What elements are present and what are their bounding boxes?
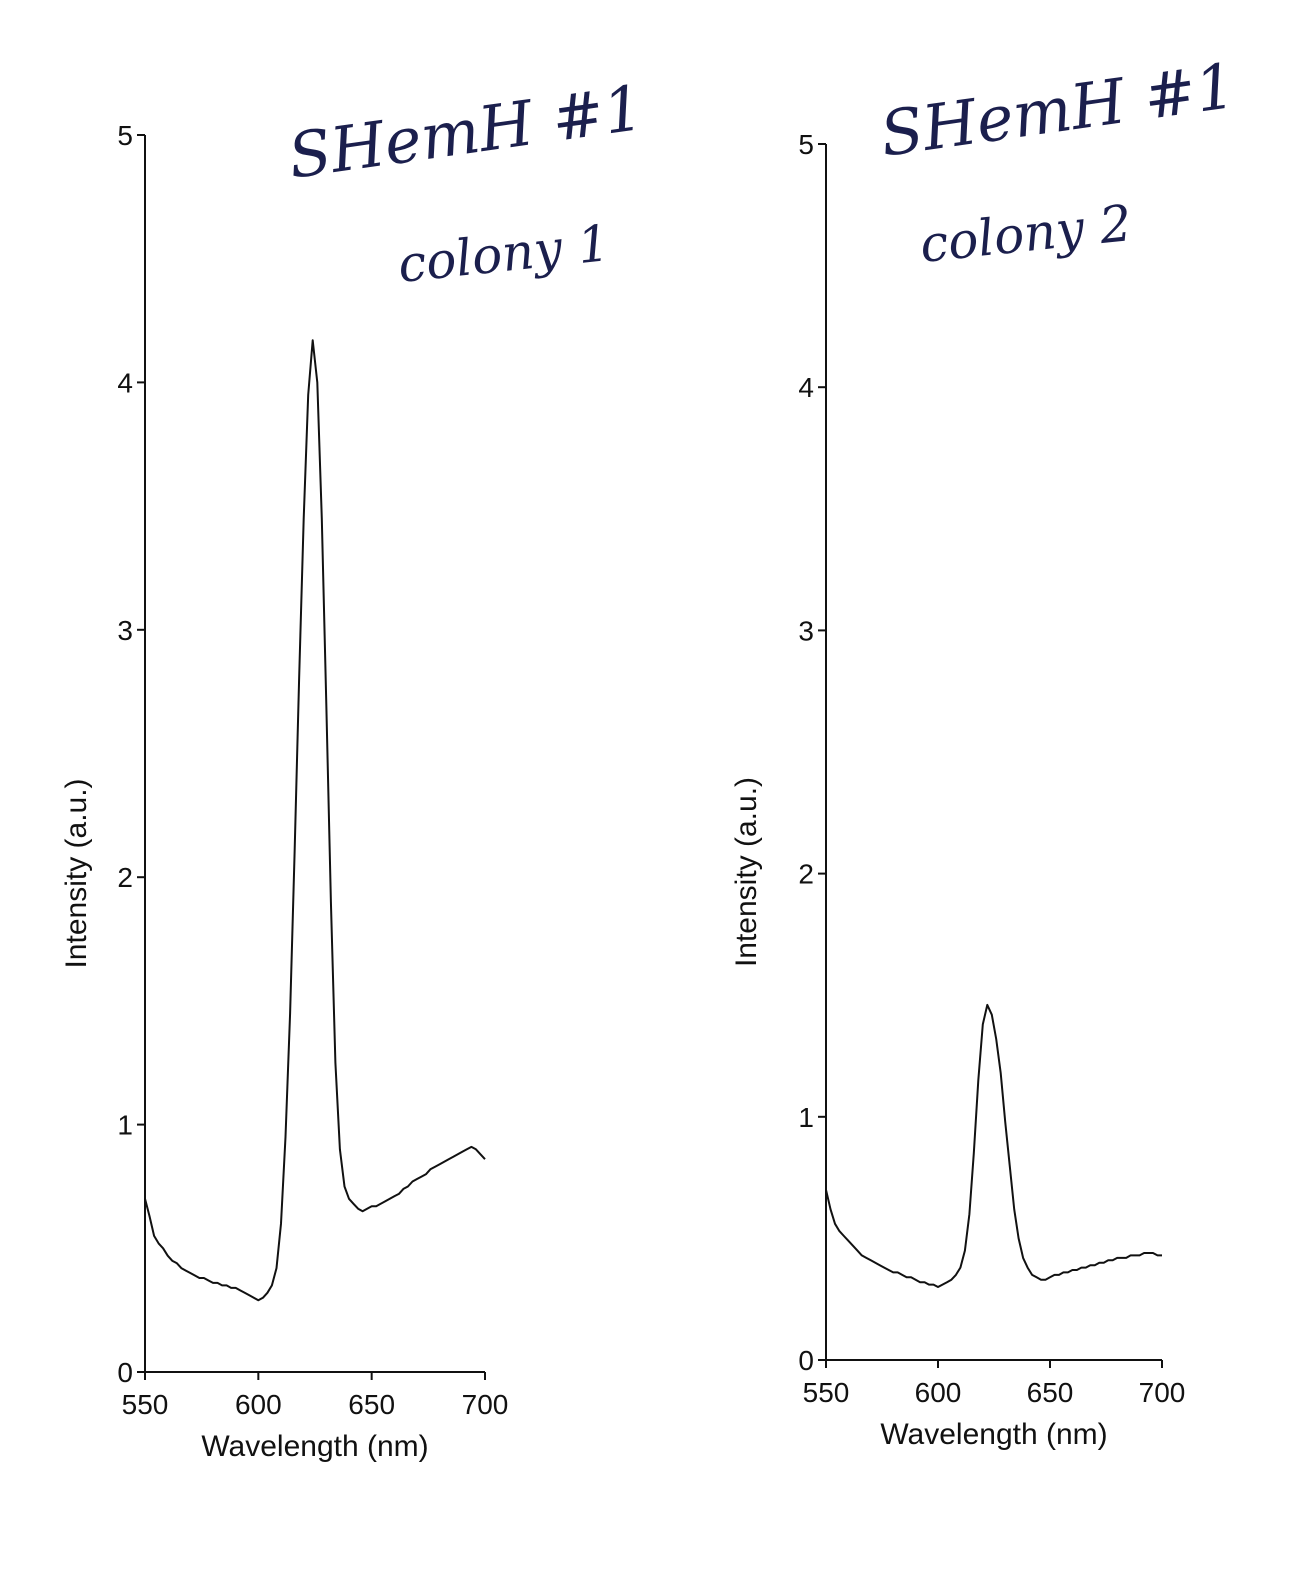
handwritten-title-left: SHemH #1 [284,71,648,193]
y-tick-label: 0 [798,1345,814,1376]
y-tick-label: 0 [117,1357,133,1388]
y-tick-label: 1 [117,1110,133,1141]
y-tick-label: 5 [798,129,814,160]
y-tick-label: 2 [117,862,133,893]
y-axis-label: Intensity (a.u.) [60,778,93,968]
y-tick-label: 4 [117,367,133,398]
x-tick-label: 700 [1139,1377,1186,1408]
x-tick-label: 550 [122,1389,169,1420]
y-tick-label: 5 [117,120,133,151]
x-tick-label: 550 [803,1377,850,1408]
handwritten-title-right: SHemH #1 [876,49,1240,171]
chart-colony-1: 0 1 2 3 4 5 550 600 650 700 Wavelength (nm) Intensi… [60,120,508,1463]
x-axis-label: Wavelength (nm) [880,1418,1107,1451]
x-tick-label: 600 [235,1389,282,1420]
x-axis-label: Wavelength (nm) [201,1430,428,1463]
y-tick-label: 4 [798,372,814,403]
handwritten-subtitle-right: colony 2 [917,194,1134,274]
chart-colony-2: 0 1 2 3 4 5 550 600 650 700 Wavelength (nm) Intensi… [730,129,1185,1451]
handwritten-subtitle-left: colony 1 [395,214,612,294]
y-tick-label: 2 [798,859,814,890]
spectrum-line [825,1003,1162,1288]
x-tick-label: 650 [1027,1377,1074,1408]
x-tick-label: 600 [915,1377,962,1408]
y-tick-label: 3 [117,615,133,646]
spectrum-line [144,339,486,1302]
y-tick-label: 1 [798,1102,814,1133]
y-tick-label: 3 [798,615,814,646]
x-tick-label: 650 [348,1389,395,1420]
x-tick-label: 700 [462,1389,509,1420]
y-axis-label: Intensity (a.u.) [730,777,763,967]
